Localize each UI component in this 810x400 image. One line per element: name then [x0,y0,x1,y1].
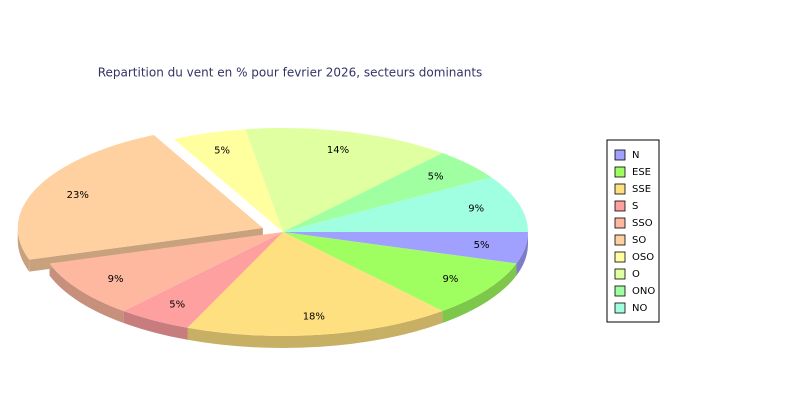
legend-swatch [614,183,626,195]
slice-side [516,232,528,276]
legend-swatch [614,200,626,212]
legend-label: SO [632,235,646,246]
legend-label: ESE [632,167,651,178]
data-label: 18% [303,311,325,322]
legend-label: SSO [632,218,653,229]
legend-swatch [614,166,626,178]
legend-swatch [614,217,626,229]
slice [123,232,284,328]
slice [187,232,443,336]
legend-swatch [614,234,626,246]
legend-swatch [614,268,626,280]
slice [49,232,284,311]
slice-side [442,263,517,323]
legend-label: O [632,269,640,280]
chart-title: Repartition du vent en % pour fevrier 20… [98,66,483,80]
data-label: 5% [214,146,230,157]
legend-swatch [614,149,626,161]
data-label: 23% [67,190,89,201]
slice [173,129,283,232]
slice [283,177,528,232]
legend: N ESE SSE S SSO SO OSO O ONO NO [606,139,660,323]
slice-side [187,310,443,349]
slice [283,232,517,311]
slice [17,135,263,260]
pie-tops [17,128,528,336]
legend-label: NO [632,303,647,314]
legend-swatch [614,251,626,263]
slice-side [17,228,30,272]
legend-swatch [614,285,626,297]
data-label: 9% [468,204,484,215]
data-label: 5% [474,240,490,251]
data-label: 14% [327,145,349,156]
data-label: 9% [108,274,124,285]
data-label: 9% [443,274,459,285]
data-labels: 5% 9% 18% 5% 9% 23% 5% 14% 5% 9% [67,145,490,322]
legend-label: N [632,150,639,161]
data-label: 5% [169,300,185,311]
slice [283,153,492,232]
legend-swatch [614,302,626,314]
slice [283,232,528,264]
data-label: 5% [428,172,444,183]
slice-side [49,263,124,323]
slice [245,128,443,232]
legend-label: ONO [632,286,655,297]
slice-side [123,310,188,340]
legend-label: OSO [632,252,654,263]
legend-label: SSE [632,184,651,195]
legend-label: S [632,201,638,212]
